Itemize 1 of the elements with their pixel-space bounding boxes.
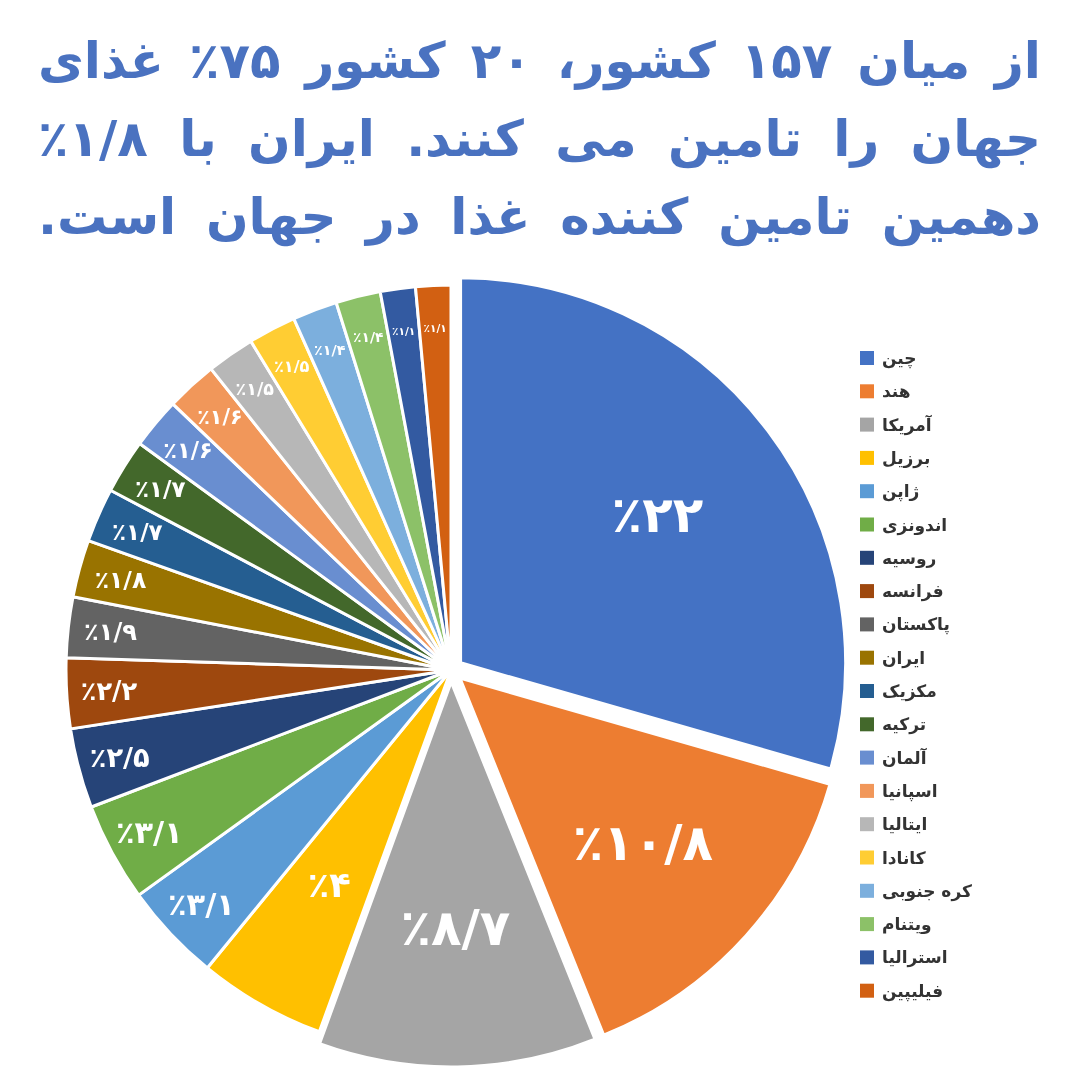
title: از میان ۱۵۷ کشور، ۲۰ کشور ۷۵٪ غذای جهان را تامین می کنند. ایران با ۱/۸٪ دهمین تامین کننده غذا در جهان است. xyxy=(38,31,1041,249)
